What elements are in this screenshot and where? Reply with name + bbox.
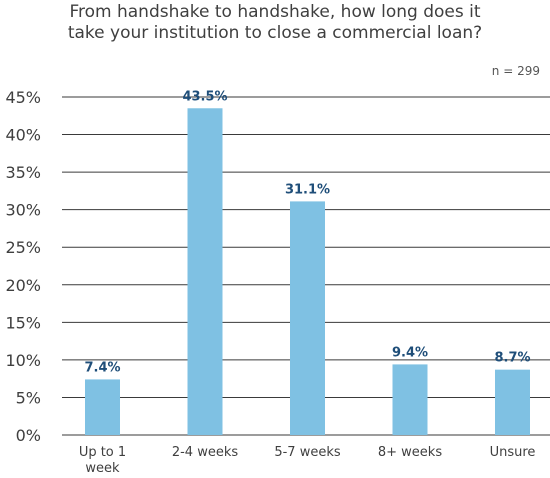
y-tick-label-0: 0% xyxy=(16,426,41,445)
category-label-3: 8+ weeks xyxy=(378,445,442,460)
y-tick-label-45: 45% xyxy=(5,88,41,107)
y-tick-label-20: 20% xyxy=(5,276,41,295)
bar-3 xyxy=(392,364,428,435)
bar-0 xyxy=(85,379,120,435)
data-labels: 7.4% 43.5% 31.1% 9.4% 8.7% xyxy=(84,89,530,375)
bar-2 xyxy=(290,201,325,435)
y-axis-tick-labels: 0% 5% 10% 15% 20% 25% 30% 35% 40% 45% xyxy=(5,88,41,445)
category-label-4: Unsure xyxy=(490,445,536,460)
category-label-2: 5-7 weeks xyxy=(274,445,341,460)
x-axis-category-labels: Up to 1 week 2-4 weeks 5-7 weeks 8+ weeks Uns… xyxy=(79,445,536,476)
data-label-1: 43.5% xyxy=(182,89,227,104)
y-tick-label-40: 40% xyxy=(5,126,41,145)
data-label-3: 9.4% xyxy=(392,345,428,360)
chart-title-line-1: From handshake to handshake, how long do… xyxy=(69,2,481,22)
y-tick-label-5: 5% xyxy=(16,388,41,407)
data-label-4: 8.7% xyxy=(494,351,530,366)
y-tick-label-10: 10% xyxy=(5,351,41,370)
bars xyxy=(85,108,530,436)
data-label-0: 7.4% xyxy=(84,360,120,375)
bar-1 xyxy=(187,108,223,436)
y-tick-label-35: 35% xyxy=(5,163,41,182)
y-tick-label-30: 30% xyxy=(5,201,41,220)
y-tick-label-15: 15% xyxy=(5,313,41,332)
chart-title: From handshake to handshake, how long do… xyxy=(0,2,550,44)
sample-size-label: n = 299 xyxy=(491,64,540,78)
y-tick-label-25: 25% xyxy=(5,238,41,257)
category-label-1: 2-4 weeks xyxy=(172,445,239,460)
chart-title-line-2: take your institution to close a commerc… xyxy=(67,23,483,43)
bar-4 xyxy=(495,369,530,435)
data-label-2: 31.1% xyxy=(285,182,330,197)
category-label-0: Up to 1 week xyxy=(79,445,126,476)
